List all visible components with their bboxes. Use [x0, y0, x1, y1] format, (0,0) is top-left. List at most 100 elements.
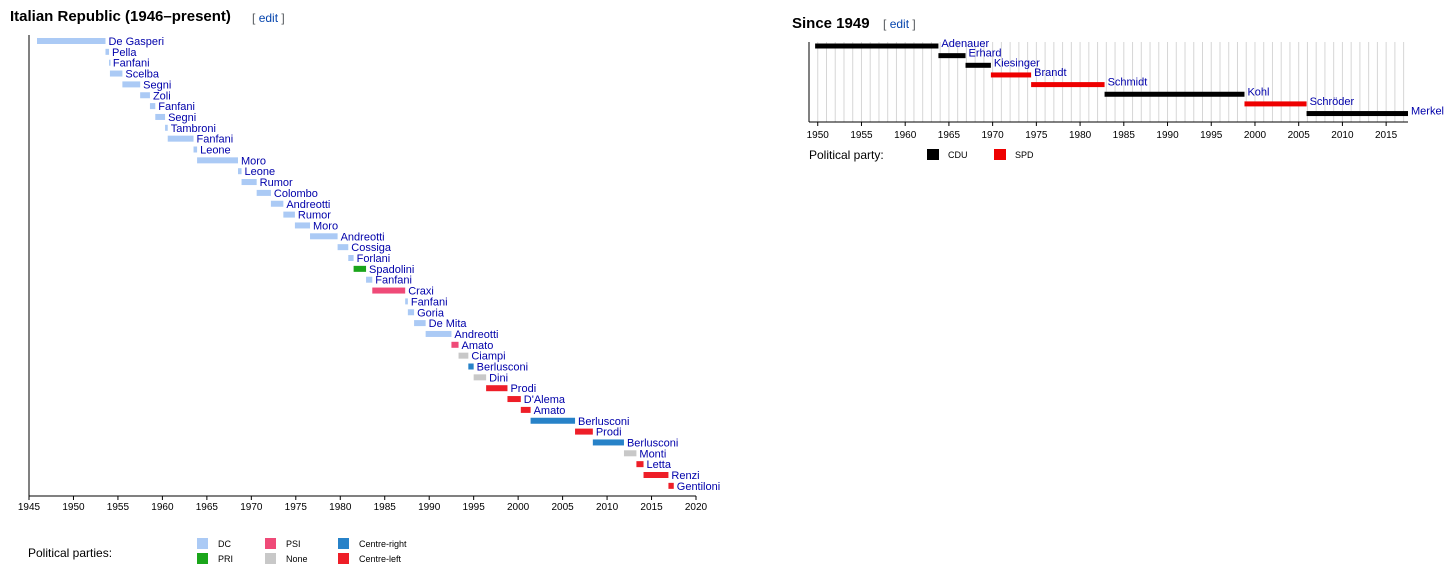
- x-tick-label: 1970: [982, 130, 1005, 141]
- pm-name-label: Leone: [200, 145, 231, 157]
- term-bar: [468, 363, 474, 370]
- italy-edit-link[interactable]: [ edit ]: [252, 11, 285, 25]
- term-bar: [407, 309, 415, 316]
- pm-name-label: Forlani: [357, 253, 391, 265]
- x-tick-label: 1995: [1200, 130, 1223, 141]
- term-bar: [623, 450, 637, 457]
- chancellor-name-label: Schmidt: [1108, 77, 1148, 89]
- legend-label: None: [286, 554, 308, 564]
- term-bar: [109, 59, 111, 66]
- term-bar: [270, 200, 284, 207]
- pm-name-label: Amato: [462, 340, 494, 352]
- chancellor-name-label: Adenauer: [941, 38, 989, 50]
- legend-swatch: [197, 538, 208, 549]
- term-bar: [122, 81, 141, 88]
- legend-swatch: [338, 538, 349, 549]
- pm-name-label: Fanfani: [375, 275, 412, 287]
- pm-name-label: Fanfani: [158, 101, 195, 113]
- legend-swatch: [927, 149, 939, 160]
- term-bar: [668, 482, 674, 489]
- pm-name-label: Fanfani: [197, 134, 234, 146]
- x-tick-label: 2015: [640, 502, 663, 513]
- x-tick-label: 1965: [196, 502, 219, 513]
- term-bar: [1306, 111, 1408, 117]
- legend-label: PRI: [218, 554, 233, 564]
- pm-name-label: Dini: [489, 372, 508, 384]
- pm-name-label: De Mita: [429, 318, 468, 330]
- x-tick-label: 1995: [463, 502, 486, 513]
- x-tick-label: 1975: [1025, 130, 1048, 141]
- x-tick-label: 1990: [1156, 130, 1179, 141]
- pm-name-label: Monti: [639, 448, 666, 460]
- term-bar: [337, 244, 349, 251]
- germany-edit-link[interactable]: [ edit ]: [883, 17, 916, 31]
- term-bar: [1031, 82, 1105, 88]
- pm-name-label: Andreotti: [341, 231, 385, 243]
- legend-swatch: [994, 149, 1006, 160]
- x-tick-label: 1970: [240, 502, 263, 513]
- term-bar: [348, 255, 354, 261]
- x-tick-label: 1960: [151, 502, 174, 513]
- term-bar: [256, 189, 271, 196]
- term-bar: [575, 428, 593, 435]
- x-tick-label: 2010: [1331, 130, 1354, 141]
- germany-section-title: Since 1949: [792, 15, 870, 32]
- pm-name-label: Berlusconi: [477, 362, 528, 374]
- germany-legend-caption: Political party:: [809, 148, 884, 162]
- italy-section-title: Italian Republic (1946–present): [10, 8, 231, 25]
- edit-link-label[interactable]: edit: [889, 17, 910, 31]
- pm-name-label: Pella: [112, 47, 137, 59]
- term-bar: [990, 72, 1032, 78]
- pm-name-label: Gentiloni: [677, 481, 720, 493]
- term-bar: [458, 352, 469, 359]
- x-tick-label: 1985: [1113, 130, 1136, 141]
- x-tick-label: 1960: [894, 130, 917, 141]
- edit-bracket-open: [: [883, 17, 887, 31]
- term-bar: [1104, 91, 1245, 97]
- term-bar: [473, 374, 487, 381]
- legend-swatch: [265, 553, 276, 564]
- pm-name-label: De Gasperi: [108, 36, 164, 48]
- pm-name-label: Prodi: [596, 427, 622, 439]
- x-tick-label: 2000: [507, 502, 530, 513]
- pm-name-label: Berlusconi: [627, 437, 678, 449]
- term-bar: [241, 179, 257, 186]
- x-tick-label: 1965: [938, 130, 961, 141]
- edit-link-label[interactable]: edit: [258, 11, 279, 25]
- edit-bracket-close: ]: [281, 11, 285, 25]
- term-bar: [405, 298, 408, 305]
- pm-name-label: Ciampi: [471, 351, 505, 363]
- term-bar: [165, 124, 168, 131]
- term-bar: [1244, 101, 1307, 107]
- term-bar: [507, 396, 521, 403]
- x-tick-label: 1950: [62, 502, 85, 513]
- term-bar: [105, 48, 110, 55]
- term-bar: [353, 265, 367, 272]
- term-bar: [530, 417, 576, 424]
- x-tick-label: 1980: [1069, 130, 1092, 141]
- chancellor-name-label: Merkel: [1411, 106, 1444, 118]
- edit-bracket-close: ]: [912, 17, 916, 31]
- pm-name-label: Fanfani: [113, 58, 150, 70]
- term-bar: [140, 92, 150, 99]
- term-bar: [237, 168, 242, 175]
- legend-label: PSI: [286, 539, 301, 549]
- pm-name-label: Zoli: [153, 90, 171, 102]
- x-tick-label: 1945: [18, 502, 41, 513]
- pm-name-label: Goria: [417, 307, 445, 319]
- legend-label: DC: [218, 539, 231, 549]
- pm-name-label: Craxi: [408, 286, 434, 298]
- term-bar: [193, 146, 198, 153]
- term-bar: [149, 103, 156, 110]
- term-bar: [366, 276, 373, 283]
- pm-name-label: Prodi: [510, 383, 536, 395]
- pm-name-label: Rumor: [298, 210, 331, 222]
- x-tick-label: 2000: [1244, 130, 1267, 141]
- pm-name-label: Andreotti: [454, 329, 498, 341]
- pm-name-label: Amato: [534, 405, 566, 417]
- x-tick-label: 1955: [107, 502, 130, 513]
- pm-name-label: Letta: [647, 459, 672, 471]
- italy-legend-caption: Political parties:: [28, 546, 113, 560]
- x-tick-label: 2005: [551, 502, 574, 513]
- germany-chancellor-timeline-chart: 1950 1955 1960 1965 1970 1975 1980 1985 1990 1995…: [807, 38, 1444, 160]
